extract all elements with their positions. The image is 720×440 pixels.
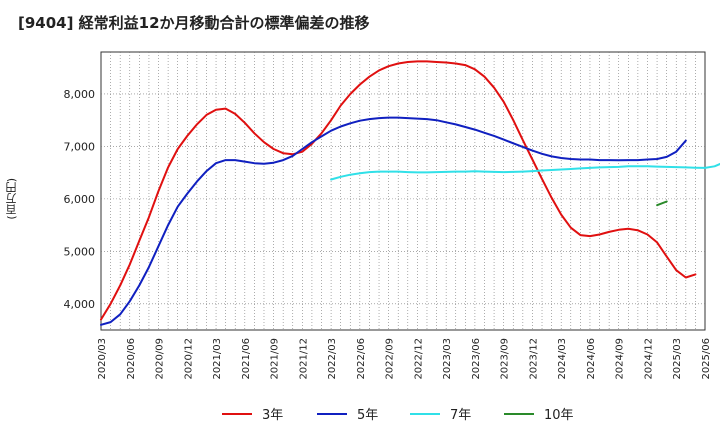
- legend-label: 10年: [544, 408, 574, 423]
- legend-label: 7年: [450, 408, 471, 423]
- series-line-7年: [330, 162, 720, 181]
- x-tick-label: 2021/09: [270, 338, 281, 380]
- x-tick-label: 2020/06: [126, 338, 137, 380]
- x-tick-label: 2024/12: [643, 338, 654, 380]
- x-tick-label: 2023/09: [500, 338, 511, 380]
- x-tick-label: 2022/03: [327, 338, 338, 380]
- legend-label: 3年: [262, 408, 283, 423]
- x-tick-label: 2025/06: [701, 338, 712, 380]
- x-tick-label: 2021/06: [241, 338, 252, 380]
- y-tick-label: 6,000: [64, 193, 96, 206]
- legend: 3年 5年 7年 10年: [222, 408, 574, 423]
- x-tick-label: 2023/03: [442, 338, 453, 380]
- x-tick-label: 2024/09: [615, 338, 626, 380]
- grid-lines: [101, 52, 705, 330]
- x-tick-label: 2020/03: [97, 338, 108, 380]
- y-tick-label: 7,000: [64, 140, 96, 153]
- x-tick-label: 2021/12: [298, 338, 309, 380]
- series-lines: [100, 60, 720, 326]
- plot-area: [100, 51, 706, 331]
- x-tick-label: 2023/12: [528, 338, 539, 380]
- series-line-5年: [100, 116, 687, 326]
- series-line-3年: [100, 60, 697, 321]
- x-tick-label: 2024/03: [557, 338, 568, 380]
- y-tick-label: 5,000: [64, 245, 96, 258]
- x-tick-label: 2020/12: [183, 338, 194, 380]
- y-tick-label: 4,000: [64, 298, 96, 311]
- x-tick-label: 2021/03: [212, 338, 223, 380]
- x-tick-label: 2023/06: [471, 338, 482, 380]
- y-tick-label: 8,000: [64, 88, 96, 101]
- x-tick-label: 2024/06: [586, 338, 597, 380]
- legend-label: 5年: [357, 408, 378, 423]
- x-tick-label: 2022/12: [413, 338, 424, 380]
- x-tick-labels: 2020/03 2020/06 2020/09 2020/12 2021/03 2021/…: [97, 338, 712, 380]
- y-tick-labels: 4,000 5,000 6,000 7,000 8,000: [64, 88, 96, 311]
- x-tick-label: 2022/06: [356, 338, 367, 380]
- x-tick-label: 2020/09: [155, 338, 166, 380]
- x-tick-label: 2022/09: [385, 338, 396, 380]
- x-tick-label: 2025/03: [672, 338, 683, 380]
- series-line-10年: [656, 200, 668, 207]
- chart-title: [9404] 経常利益12か月移動合計の標準偏差の推移: [18, 14, 370, 32]
